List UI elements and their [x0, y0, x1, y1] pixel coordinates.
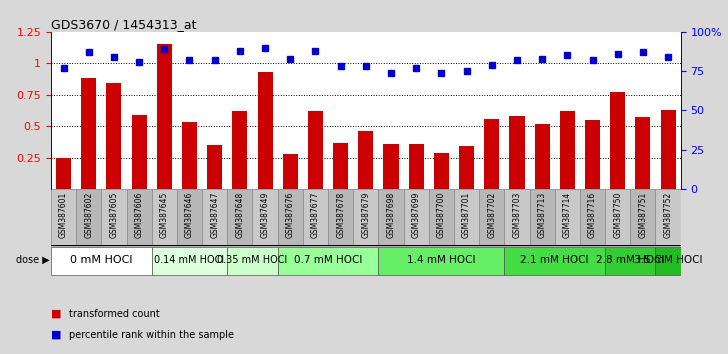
Bar: [353, 189, 379, 245]
Bar: [484, 119, 499, 189]
Bar: [630, 189, 655, 245]
Bar: [585, 120, 600, 189]
Text: GSM387698: GSM387698: [387, 192, 395, 238]
Text: GSM387701: GSM387701: [462, 192, 471, 238]
Bar: [580, 189, 605, 245]
Text: dose ▶: dose ▶: [16, 255, 50, 265]
Bar: [157, 45, 172, 189]
Text: 0.7 mM HOCl: 0.7 mM HOCl: [294, 255, 363, 265]
Bar: [76, 189, 101, 245]
Text: GSM387647: GSM387647: [210, 192, 219, 238]
Text: GSM387601: GSM387601: [59, 192, 68, 238]
Bar: [610, 92, 625, 189]
Text: GSM387677: GSM387677: [311, 192, 320, 238]
Bar: [258, 72, 272, 189]
Bar: [454, 189, 479, 245]
Bar: [303, 189, 328, 245]
Bar: [459, 146, 474, 189]
Bar: [51, 247, 151, 275]
Bar: [308, 111, 323, 189]
Bar: [534, 124, 550, 189]
Bar: [328, 189, 353, 245]
Bar: [605, 247, 655, 275]
Text: GSM387700: GSM387700: [437, 192, 446, 238]
Bar: [127, 189, 151, 245]
Bar: [333, 143, 348, 189]
Text: GSM387702: GSM387702: [487, 192, 496, 238]
Bar: [636, 118, 650, 189]
Text: GSM387602: GSM387602: [84, 192, 93, 238]
Text: GDS3670 / 1454313_at: GDS3670 / 1454313_at: [51, 18, 197, 31]
Text: GSM387645: GSM387645: [160, 192, 169, 238]
Text: GSM387699: GSM387699: [412, 192, 421, 238]
Text: GSM387605: GSM387605: [109, 192, 119, 238]
Bar: [510, 116, 524, 189]
Bar: [101, 189, 127, 245]
Bar: [605, 189, 630, 245]
Text: GSM387751: GSM387751: [638, 192, 647, 238]
Bar: [434, 153, 449, 189]
Bar: [403, 189, 429, 245]
Text: GSM387646: GSM387646: [185, 192, 194, 238]
Text: 3.5 mM HOCl: 3.5 mM HOCl: [634, 255, 703, 265]
Bar: [51, 189, 76, 245]
Text: GSM387678: GSM387678: [336, 192, 345, 238]
Bar: [277, 189, 303, 245]
Bar: [253, 189, 277, 245]
Bar: [151, 189, 177, 245]
Bar: [202, 189, 227, 245]
Text: GSM387676: GSM387676: [286, 192, 295, 238]
Bar: [429, 189, 454, 245]
Bar: [277, 247, 379, 275]
Bar: [358, 131, 373, 189]
Bar: [384, 144, 398, 189]
Bar: [106, 84, 122, 189]
Bar: [529, 189, 555, 245]
Text: GSM387649: GSM387649: [261, 192, 269, 238]
Text: GSM387750: GSM387750: [613, 192, 622, 238]
Text: 0 mM HOCl: 0 mM HOCl: [70, 255, 132, 265]
Text: 0.35 mM HOCl: 0.35 mM HOCl: [218, 255, 288, 265]
Bar: [282, 154, 298, 189]
Bar: [207, 145, 222, 189]
Text: GSM387713: GSM387713: [538, 192, 547, 238]
Bar: [655, 189, 681, 245]
Text: GSM387716: GSM387716: [588, 192, 597, 238]
Bar: [655, 247, 681, 275]
Text: GSM387703: GSM387703: [513, 192, 521, 238]
Text: 0.14 mM HOCl: 0.14 mM HOCl: [154, 255, 224, 265]
Bar: [379, 247, 505, 275]
Bar: [505, 189, 529, 245]
Text: percentile rank within the sample: percentile rank within the sample: [69, 330, 234, 340]
Text: 1.4 mM HOCl: 1.4 mM HOCl: [407, 255, 475, 265]
Bar: [505, 247, 605, 275]
Bar: [132, 115, 146, 189]
Bar: [660, 110, 676, 189]
Bar: [232, 111, 248, 189]
Text: GSM387752: GSM387752: [664, 192, 673, 238]
Bar: [82, 78, 96, 189]
Text: 2.1 mM HOCl: 2.1 mM HOCl: [521, 255, 589, 265]
Text: GSM387648: GSM387648: [235, 192, 245, 238]
Bar: [555, 189, 580, 245]
Bar: [227, 189, 253, 245]
Text: ■: ■: [51, 330, 61, 340]
Bar: [56, 158, 71, 189]
Bar: [560, 111, 575, 189]
Text: GSM387606: GSM387606: [135, 192, 143, 238]
Bar: [379, 189, 403, 245]
Bar: [177, 189, 202, 245]
Text: GSM387714: GSM387714: [563, 192, 571, 238]
Text: GSM387679: GSM387679: [361, 192, 371, 238]
Bar: [151, 247, 227, 275]
Text: ■: ■: [51, 309, 61, 319]
Bar: [182, 122, 197, 189]
Bar: [227, 247, 277, 275]
Text: 2.8 mM HOCl: 2.8 mM HOCl: [596, 255, 665, 265]
Text: transformed count: transformed count: [69, 309, 160, 319]
Bar: [479, 189, 505, 245]
Bar: [408, 144, 424, 189]
